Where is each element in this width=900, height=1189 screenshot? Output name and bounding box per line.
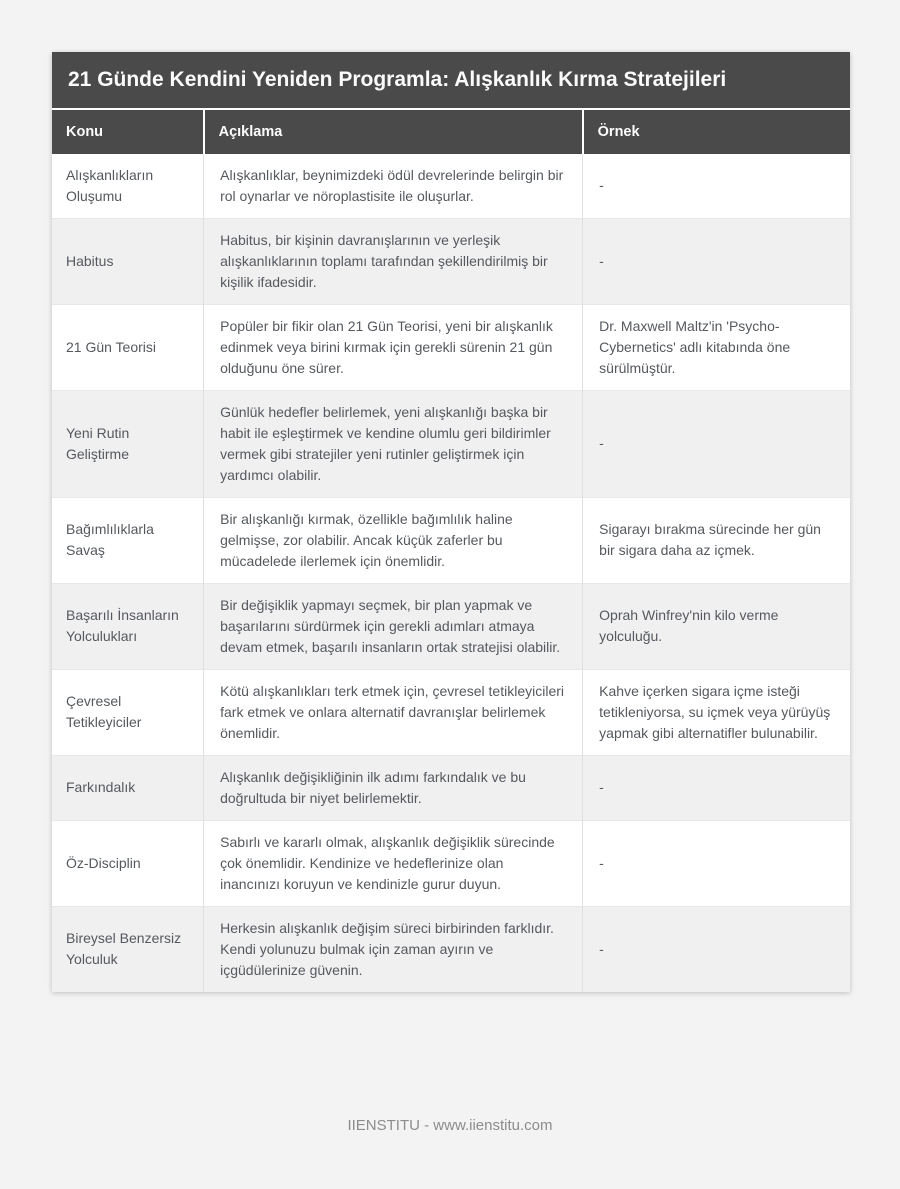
cell-aciklama: Bir alışkanlığı kırmak, özellikle bağıml… [203,496,583,583]
cell-ornek: - [582,905,850,992]
cell-aciklama: Herkesin alışkanlık değişim süreci birbi… [203,905,583,992]
table-row: 21 Gün Teorisi Popüler bir fikir olan 21… [52,303,850,390]
table-row: Habitus Habitus, bir kişinin davranışlar… [52,217,850,304]
cell-aciklama: Bir değişiklik yapmayı seçmek, bir plan … [203,582,583,669]
cell-ornek: - [582,819,850,906]
cell-konu: Yeni Rutin Geliştirme [52,389,204,497]
column-header-ornek: Örnek [581,109,850,154]
cell-aciklama: Alışkanlık değişikliğinin ilk adımı fark… [203,754,583,820]
cell-aciklama: Habitus, bir kişinin davranışlarının ve … [203,217,583,304]
column-header-aciklama: Açıklama [202,109,583,154]
cell-konu: Alışkanlıkların Oluşumu [66,166,154,204]
cell-ornek: - [582,153,850,218]
table-row: Çevresel Tetikleyiciler Kötü alışkanlıkl… [52,668,850,755]
cell-konu: Çevresel Tetikleyiciler [52,668,204,755]
cell-ornek: Kahve içerken sigara içme isteği tetikle… [582,668,850,755]
cell-ornek: Oprah Winfrey'nin kilo verme yolculuğu. [582,582,850,669]
cell-ornek: Sigarayı bırakma sürecinde her gün bir s… [582,496,850,583]
cell-konu: Farkındalık [52,754,204,820]
cell-aciklama: Popüler bir fikir olan 21 Gün Teorisi, y… [203,303,583,390]
cell-aciklama: Kötü alışkanlıkları terk etmek için, çev… [203,668,583,755]
table-row: Yeni Rutin Geliştirme Günlük hedefler be… [52,389,850,497]
cell-konu: Bağımlılıklarla Savaş [52,496,204,583]
cell-konu: 21 Gün Teorisi [52,303,204,390]
cell-ornek: Dr. Maxwell Maltz'in 'Psycho-Cybernetics… [582,303,850,390]
cell-aciklama: Günlük hedefler belirlemek, yeni alışkan… [203,389,583,497]
cell-ornek: - [582,217,850,304]
table-row: Bağımlılıklarla Savaş Bir alışkanlığı kı… [52,496,850,583]
table-row: Başarılı İnsanların Yolculukları Bir değ… [52,582,850,669]
habit-strategies-table: Konu Açıklama Örnek Alışkanlıkların Oluş… [52,109,850,992]
cell-aciklama: Alışkanlıklar, beynimizdeki ödül devrele… [203,153,583,218]
cell-konu: Bireysel Benzersiz Yolculuk [52,905,204,992]
cell-konu: Öz-Disciplin [52,819,204,906]
table-row: Öz-Disciplin Sabırlı ve kararlı olmak, a… [52,819,850,906]
page-title: 21 Günde Kendini Yeniden Programla: Alış… [68,68,727,91]
cell-konu: Habitus [52,217,204,304]
cell-konu: Başarılı İnsanların Yolculukları [52,582,204,669]
cell-aciklama: Sabırlı ve kararlı olmak, alışkanlık değ… [203,819,583,906]
cell-ornek: - [582,389,850,497]
table-row: Alışkanlıkların Oluşumu Alışkanlıklar, b… [52,153,850,218]
cell-ornek: - [582,754,850,820]
footer-text: IIENSTITU - www.iienstitu.com [347,1117,553,1134]
table-row: Bireysel Benzersiz Yolculuk Herkesin alı… [52,905,850,992]
column-header-konu: Konu [52,109,204,154]
page-title-bar: 21 Günde Kendini Yeniden Programla: Alış… [52,52,850,108]
table-row: Farkındalık Alışkanlık değişikliğinin il… [52,754,850,820]
table-body: Alışkanlıkların Oluşumu Alışkanlıklar, b… [52,153,850,992]
table-header: Konu Açıklama Örnek [52,109,850,154]
content-card: 21 Günde Kendini Yeniden Programla: Alış… [52,52,850,992]
